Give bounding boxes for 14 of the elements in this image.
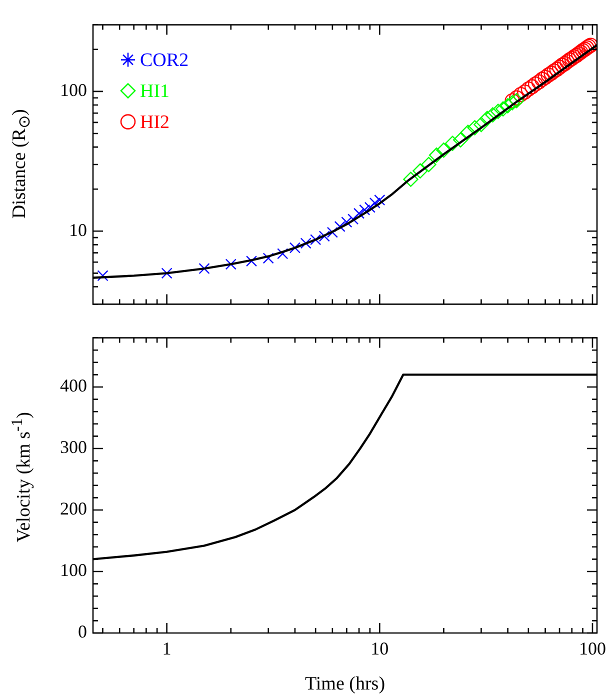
x-tick-label: 10	[370, 638, 389, 659]
y-tick-label: 10	[69, 220, 87, 240]
legend-label: HI2	[140, 112, 170, 133]
x-tick-label: 1	[162, 638, 172, 659]
legend-label: COR2	[140, 50, 189, 71]
y-tick-label: 200	[60, 498, 87, 519]
y-tick-label: 400	[60, 376, 87, 396]
x-axis-title: Time (hrs)	[304, 674, 386, 695]
legend-label: HI1	[140, 80, 170, 102]
y-tick-label: 300	[60, 437, 87, 458]
x-tick-label: 100	[578, 638, 606, 659]
y-tick-label: 0	[78, 622, 87, 642]
y-tick-label: 100	[60, 80, 87, 100]
y-tick-label: 100	[60, 560, 87, 580]
